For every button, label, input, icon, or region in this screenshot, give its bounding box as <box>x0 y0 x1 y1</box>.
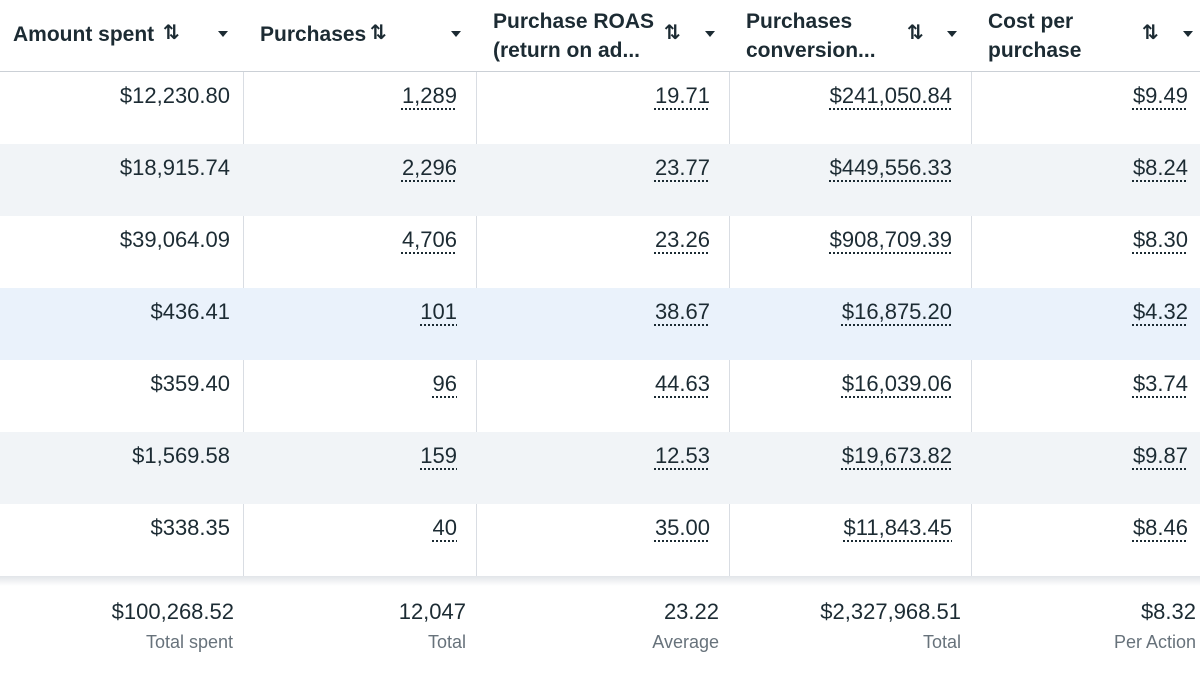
sort-arrows-icon[interactable]: ⇅ <box>163 22 180 44</box>
caret-down-icon[interactable] <box>705 31 715 37</box>
amount-spent-cell: $12,230.80 <box>119 83 230 108</box>
caret-down-icon[interactable] <box>947 31 957 37</box>
cost-per-purchase-link[interactable]: $9.87 <box>1132 443 1188 468</box>
cost-per-purchase-link[interactable]: $4.32 <box>1132 299 1188 324</box>
roas-link[interactable]: 23.77 <box>654 155 710 180</box>
roas-link[interactable]: 38.67 <box>654 299 710 324</box>
purchases-link[interactable]: 1,289 <box>401 83 457 108</box>
purchases-link[interactable]: 40 <box>432 515 457 540</box>
total-conversion-value-label: Total <box>922 632 961 652</box>
amount-spent-cell: $359.40 <box>150 371 230 396</box>
column-header-conversion-value[interactable]: Purchases conversion... ⇅ <box>730 0 972 71</box>
column-title-line2: purchase <box>988 39 1082 62</box>
average-cost-per-purchase-label: Per Action <box>1113 632 1196 652</box>
column-title: Amount spent <box>13 23 155 46</box>
column-header-cost-per-purchase[interactable]: Cost per purchase ⇅ <box>972 0 1200 71</box>
sort-arrows-icon[interactable]: ⇅ <box>370 22 387 44</box>
column-title-line1: Purchase ROAS <box>493 10 655 33</box>
table-row: $39,064.09 4,706 23.26 $908,709.39 $8.30 <box>0 216 1200 288</box>
purchases-link[interactable]: 101 <box>420 299 457 324</box>
amount-spent-cell: $18,915.74 <box>119 155 230 180</box>
conversion-value-link[interactable]: $16,875.20 <box>841 299 952 324</box>
table-row: $12,230.80 1,289 19.71 $241,050.84 $9.49 <box>0 72 1200 144</box>
table-row-hovered: $436.41 101 38.67 $16,875.20 $4.32 <box>0 288 1200 360</box>
sort-arrows-icon[interactable]: ⇅ <box>664 22 681 44</box>
conversion-value-link[interactable]: $19,673.82 <box>841 443 952 468</box>
total-purchases-label: Total <box>427 632 466 652</box>
column-title-line2: conversion... <box>746 39 876 62</box>
column-title-line1: Purchases <box>746 10 853 33</box>
footer-divider <box>0 576 1200 586</box>
roas-link[interactable]: 23.26 <box>654 227 710 252</box>
table-row: $338.35 40 35.00 $11,843.45 $8.46 <box>0 504 1200 576</box>
total-amount-spent: $100,268.52 <box>111 599 234 624</box>
amount-spent-cell: $1,569.58 <box>132 443 230 468</box>
purchases-link[interactable]: 159 <box>420 443 457 468</box>
amount-spent-cell: $338.35 <box>150 515 230 540</box>
conversion-value-link[interactable]: $241,050.84 <box>829 83 952 108</box>
roas-link[interactable]: 44.63 <box>654 371 710 396</box>
total-purchases: 12,047 <box>398 599 466 624</box>
caret-down-icon[interactable] <box>218 31 228 37</box>
column-title: Purchases <box>260 23 367 46</box>
column-header-purchase-roas[interactable]: Purchase ROAS (return on ad... ⇅ <box>477 0 730 71</box>
total-amount-spent-label: Total spent <box>145 632 233 652</box>
roas-link[interactable]: 35.00 <box>654 515 710 540</box>
column-title-line1: Cost per <box>988 10 1074 33</box>
amount-spent-cell: $436.41 <box>150 299 230 324</box>
purchases-link[interactable]: 96 <box>432 371 457 396</box>
sort-arrows-icon[interactable]: ⇅ <box>1142 22 1159 44</box>
column-header-purchases[interactable]: Purchases ⇅ <box>244 0 477 71</box>
average-roas-label: Average <box>652 632 719 652</box>
cost-per-purchase-link[interactable]: $8.24 <box>1132 155 1188 180</box>
table-row: $359.40 96 44.63 $16,039.06 $3.74 <box>0 360 1200 432</box>
roas-link[interactable]: 19.71 <box>654 83 710 108</box>
cost-per-purchase-link[interactable]: $9.49 <box>1132 83 1188 108</box>
sort-arrows-icon[interactable]: ⇅ <box>907 22 924 44</box>
table-row: $1,569.58 159 12.53 $19,673.82 $9.87 <box>0 432 1200 504</box>
amount-spent-cell: $39,064.09 <box>119 227 230 252</box>
purchases-link[interactable]: 4,706 <box>401 227 457 252</box>
average-roas: 23.22 <box>663 599 719 624</box>
totals-row: $100,268.52 Total spent 12,047 Total 23.… <box>0 586 1200 700</box>
column-header-amount-spent[interactable]: Amount spent ⇅ <box>0 0 244 71</box>
conversion-value-link[interactable]: $449,556.33 <box>829 155 952 180</box>
conversion-value-link[interactable]: $908,709.39 <box>829 227 952 252</box>
total-conversion-value: $2,327,968.51 <box>820 599 961 624</box>
table-header: Amount spent ⇅ Purchases ⇅ Purchase ROAS… <box>0 0 1200 72</box>
column-title-line2: (return on ad... <box>493 39 640 62</box>
table-row: $18,915.74 2,296 23.77 $449,556.33 $8.24 <box>0 144 1200 216</box>
conversion-value-link[interactable]: $11,843.45 <box>843 515 952 540</box>
conversion-value-link[interactable]: $16,039.06 <box>841 371 952 396</box>
cost-per-purchase-link[interactable]: $8.30 <box>1132 227 1188 252</box>
purchases-link[interactable]: 2,296 <box>401 155 457 180</box>
average-cost-per-purchase: $8.32 <box>1140 599 1196 624</box>
cost-per-purchase-link[interactable]: $8.46 <box>1132 515 1188 540</box>
caret-down-icon[interactable] <box>451 31 461 37</box>
roas-link[interactable]: 12.53 <box>654 443 710 468</box>
caret-down-icon[interactable] <box>1183 31 1193 37</box>
cost-per-purchase-link[interactable]: $3.74 <box>1132 371 1188 396</box>
